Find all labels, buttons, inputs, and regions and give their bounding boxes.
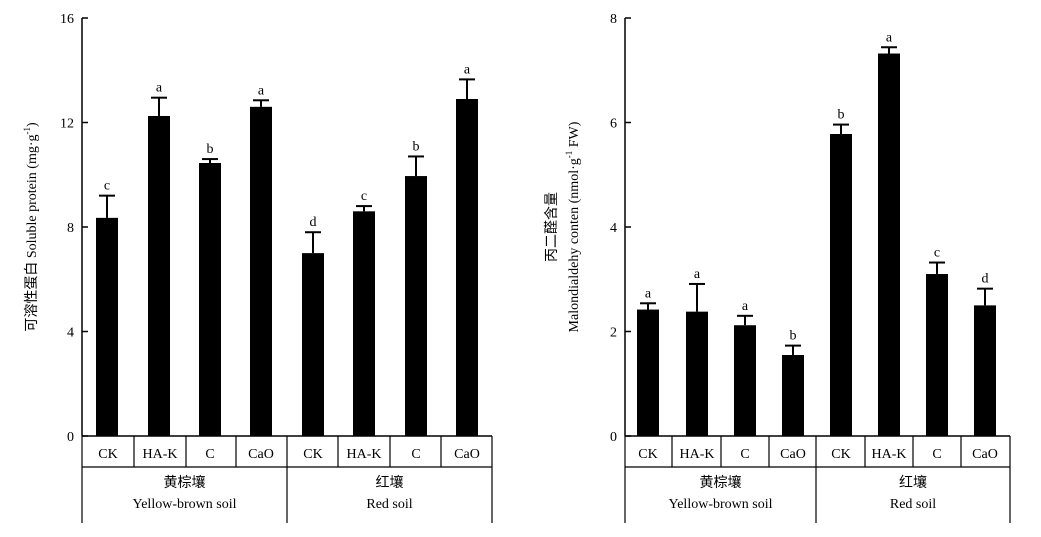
category-label: CaO [454, 447, 480, 462]
significance-letter: b [207, 142, 214, 157]
y-tick-label: 16 [60, 12, 74, 27]
bar [302, 253, 324, 436]
significance-letter: b [790, 329, 797, 344]
category-label: C [411, 447, 420, 462]
bar [96, 217, 118, 436]
bar [199, 162, 221, 436]
chart-soluble-protein: 0 4 8 12 16 c CK a HA-K b Ca CaO d CK c HA-K b Ca CaO 黄棕壤 Ye… [22, 12, 493, 523]
significance-letter: c [104, 179, 110, 194]
category-label: HA-K [347, 447, 382, 462]
significance-letter: b [413, 139, 420, 154]
y-axis-title: 可溶性蛋白 Soluble protein (mg·g-1) [22, 122, 40, 332]
bar [456, 98, 478, 437]
category-label: CaO [972, 447, 998, 462]
y-tick-label: 6 [610, 117, 617, 132]
y-axis-title: Malondialdehy conten (nmol·g-1 FW) [564, 121, 582, 332]
category-label: CK [303, 447, 322, 462]
bar [250, 106, 272, 436]
category-label: C [740, 447, 749, 462]
group-label-cn: 红壤 [899, 474, 927, 491]
category-label: CaO [248, 447, 274, 462]
significance-letter: c [361, 189, 367, 204]
y-tick-label: 0 [67, 430, 74, 445]
significance-letter: a [464, 62, 471, 77]
group-label-en: Yellow-brown soil [133, 497, 237, 512]
significance-letter: a [645, 286, 652, 301]
significance-letter: a [156, 81, 163, 96]
significance-letter: c [934, 246, 940, 261]
category-label: CaO [780, 447, 806, 462]
y-tick-label: 4 [67, 326, 74, 341]
category-label: HA-K [680, 447, 715, 462]
category-label: CK [831, 447, 850, 462]
significance-letter: a [694, 267, 701, 282]
category-label: C [205, 447, 214, 462]
group-label-cn: 黄棕壤 [164, 474, 206, 491]
chart-malondialdehyde: 0 2 4 6 8 a CK a HA-K a Cb CaO b CK a HA-K c Cd CaO 黄棕壤 Yell… [544, 12, 1011, 523]
category-label: CK [638, 447, 657, 462]
category-label: C [932, 447, 941, 462]
category-label: CK [98, 447, 117, 462]
significance-letter: a [742, 299, 749, 314]
significance-letter: d [982, 272, 989, 287]
y-tick-label: 12 [60, 117, 74, 132]
group-label-cn: 黄棕壤 [700, 474, 742, 491]
bar [782, 355, 804, 436]
y-tick-label: 8 [610, 12, 617, 27]
significance-letter: a [886, 30, 893, 45]
y-axis-title-end: ) [25, 122, 40, 127]
bar [686, 311, 708, 436]
group-label-cn: 红壤 [376, 474, 404, 491]
y-tick-label: 4 [610, 221, 617, 236]
bar [830, 133, 852, 436]
group-label-en: Red soil [366, 497, 412, 512]
category-label: HA-K [143, 447, 178, 462]
y-axis-title-main: 可溶性蛋白 Soluble protein (mg·g [24, 135, 40, 332]
bar [637, 309, 659, 436]
bar [878, 53, 900, 436]
category-label: HA-K [872, 447, 907, 462]
y-axis-title-end: FW) [567, 121, 582, 151]
significance-letter: d [310, 215, 317, 230]
significance-letter: a [258, 83, 265, 98]
bar [974, 305, 996, 436]
y-tick-label: 2 [610, 326, 617, 341]
bar [926, 274, 948, 436]
group-label-en: Red soil [890, 497, 936, 512]
y-axis-title-main: Malondialdehy conten (nmol·g [567, 158, 582, 332]
bar [148, 115, 170, 436]
y-tick-label: 8 [67, 221, 74, 236]
y-axis-title-cn: 丙二醛含量 [544, 192, 560, 262]
y-tick-label: 0 [610, 430, 617, 445]
y-axis-title-sup: -1 [22, 127, 32, 135]
y-axis-title-sup: -1 [564, 151, 574, 159]
bar [734, 325, 756, 436]
bar [405, 176, 427, 436]
bar [353, 211, 375, 436]
group-label-en: Yellow-brown soil [669, 497, 773, 512]
significance-letter: b [838, 108, 845, 123]
